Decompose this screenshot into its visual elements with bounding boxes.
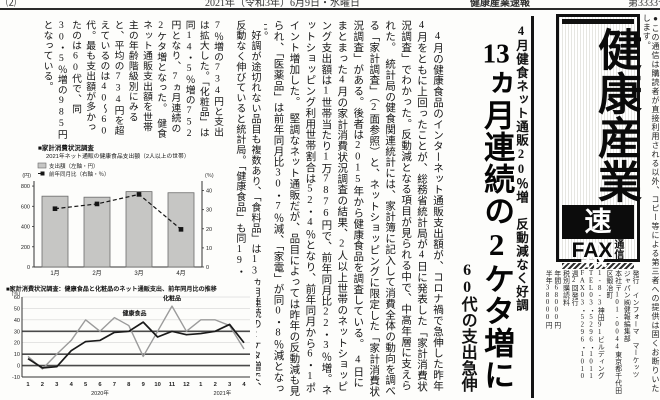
- svg-text:前年同月比（右軸・％）: 前年同月比（右軸・％）: [49, 170, 110, 178]
- svg-text:2021年: 2021年: [214, 389, 232, 397]
- publisher-info: 発行 インフォーマ マーケッツ ジャパン㈱健報編集部 本社〒101‐0044東京…: [544, 270, 638, 394]
- svg-text:2020年: 2020年: [91, 389, 109, 397]
- svg-text:0: 0: [206, 265, 209, 271]
- svg-text:5: 5: [84, 382, 88, 388]
- svg-text:4: 4: [70, 382, 74, 388]
- masthead-divider-rule: [531, 16, 534, 398]
- headline-main-text: ヵ月連続の2ケタ増に: [479, 67, 515, 391]
- svg-text:30: 30: [206, 208, 212, 214]
- headline-number: 13: [482, 40, 510, 67]
- masthead-sokuho-badge: 速報: [562, 205, 634, 271]
- svg-text:(％): (％): [205, 172, 214, 179]
- headline-main: 13ヵ月連続の2ケタ増に: [479, 14, 515, 400]
- svg-text:4: 4: [242, 382, 246, 388]
- svg-text:3: 3: [228, 382, 232, 388]
- page-header-strip: ⑵ 2021年（令和3年）6月9日・水曜日 健康産業速報 第3333号: [0, 0, 660, 10]
- svg-text:40: 40: [14, 318, 20, 324]
- svg-text:60: 60: [14, 295, 20, 301]
- svg-text:1: 1: [199, 382, 203, 388]
- svg-text:3: 3: [55, 382, 59, 388]
- article-body-main-columns: 4月の健康食品のインターネット通販支出額が、コロナ禍で急伸した昨年4月をともに上…: [264, 20, 443, 397]
- svg-text:7: 7: [113, 382, 116, 388]
- svg-text:40: 40: [206, 189, 212, 195]
- svg-text:2021年ネット通販の健康食品支出額（2人以上の世帯）: 2021年ネット通販の健康食品支出額（2人以上の世帯）: [46, 152, 190, 160]
- page-number: ⑵: [6, 0, 16, 9]
- tsushin-char-1: 通: [614, 240, 625, 251]
- fax-label: FAX: [571, 239, 613, 262]
- headline-kicker: 4月健食ネット通販20％増 反動減なく好調: [514, 24, 528, 312]
- article-body-tail-columns: 7％増の734円と支出は拡大した。「化粧品」は同14・5％増の752円となり、7…: [41, 20, 223, 140]
- svg-text:200: 200: [21, 245, 30, 251]
- yoy-trend-line-chart: ■家計消費状況調査：健康食品と化粧品のネット通販支出、前年同月比の推移 (％) -1…: [4, 283, 256, 399]
- svg-text:10: 10: [154, 382, 160, 388]
- tsushin-label: 通 信: [614, 241, 624, 261]
- svg-text:3月: 3月: [134, 270, 143, 277]
- svg-text:2: 2: [214, 382, 217, 388]
- svg-text:9: 9: [142, 382, 146, 388]
- svg-text:1月: 1月: [50, 270, 59, 277]
- svg-text:20: 20: [14, 341, 20, 347]
- svg-text:4月: 4月: [176, 270, 185, 277]
- svg-text:6: 6: [98, 382, 102, 388]
- svg-text:支出額（左軸・円）: 支出額（左軸・円）: [49, 162, 99, 170]
- copyright-notice: ●この通信は購読者が直接利用される以外、コピー等による第三者への提供は固くお断り…: [642, 14, 660, 393]
- svg-text:(％): (％): [12, 291, 21, 297]
- svg-text:化粧品: 化粧品: [163, 294, 181, 302]
- health-food-net-spending-bar-chart: ■家計消費状況調査 2021年ネット通販の健康食品支出額（2人以上の世帯） 支出額（…: [4, 141, 234, 282]
- svg-text:50: 50: [14, 306, 20, 312]
- svg-text:10: 10: [206, 246, 212, 252]
- svg-text:2月: 2月: [92, 270, 101, 277]
- svg-text:■家計消費状況調査: ■家計消費状況調査: [38, 143, 94, 152]
- header-publication-name: 健康産業速報: [470, 0, 530, 9]
- svg-text:10: 10: [14, 352, 20, 358]
- masthead-fax-row: FAX 通 信: [559, 239, 637, 263]
- masthead-hatch-band: [562, 263, 634, 269]
- svg-text:400: 400: [21, 225, 30, 231]
- svg-text:20: 20: [206, 227, 212, 233]
- svg-text:2: 2: [41, 382, 44, 388]
- svg-text:■家計消費状況調査：健康食品と化粧品のネット通販支出、前年同: ■家計消費状況調査：健康食品と化粧品のネット通販支出、前年同月比の推移: [6, 285, 217, 293]
- svg-text:0: 0: [27, 265, 30, 271]
- masthead-top-band: [562, 19, 634, 24]
- headline-sub: 60代の支出急伸: [458, 262, 476, 392]
- svg-text:12: 12: [183, 382, 189, 388]
- svg-text:800: 800: [21, 184, 30, 190]
- svg-text:8: 8: [127, 382, 131, 388]
- article-body-middle-columns: 好調が途切れない品目も複数あり、「食料品」は13ヵ月連続の2ケタ増で、反動なく伸…: [233, 20, 260, 393]
- header-issue-number: 第3333号: [628, 0, 660, 9]
- header-date: 2021年（令和3年）6月9日・水曜日: [205, 0, 360, 9]
- svg-text:600: 600: [21, 204, 30, 210]
- headline-area: 4月健食ネット通販20％増 反動減なく好調 13ヵ月連続の2ケタ増に 60代の支…: [433, 14, 529, 400]
- masthead: 健康産業 速報 FAX 通 信: [556, 14, 640, 271]
- masthead-title: 健康産業: [591, 27, 640, 203]
- svg-text:1: 1: [26, 382, 30, 388]
- svg-text:30: 30: [14, 329, 20, 335]
- svg-text:(円): (円): [22, 172, 31, 179]
- svg-text:0: 0: [17, 364, 20, 370]
- svg-text:11: 11: [169, 382, 176, 388]
- svg-text:健康食品: 健康食品: [123, 309, 147, 317]
- svg-text:-10: -10: [12, 375, 20, 381]
- tsushin-char-2: 信: [614, 250, 625, 261]
